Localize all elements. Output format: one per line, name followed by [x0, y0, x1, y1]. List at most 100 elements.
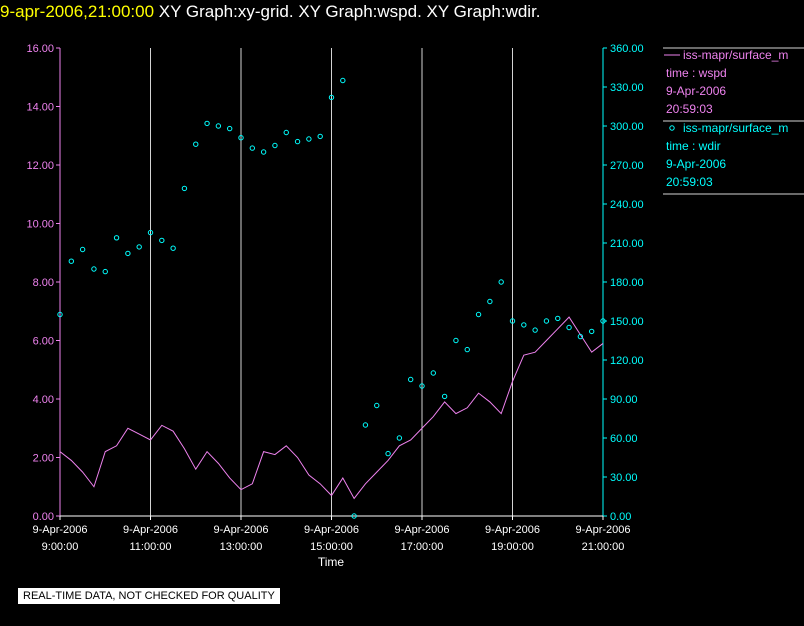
x-tick-label-time: 19:00:00 — [491, 541, 534, 553]
data-point-wdir — [125, 250, 131, 257]
data-point-wdir — [351, 513, 357, 519]
y-left-tick-label: 16.00 — [26, 43, 54, 55]
data-point-wdir — [362, 422, 369, 428]
data-point-wdir — [283, 129, 289, 136]
data-point-wdir — [555, 315, 561, 322]
y-left-tick-label: 12.00 — [26, 160, 54, 172]
data-point-wdir — [475, 311, 482, 318]
data-point-wdir — [374, 402, 380, 409]
data-point-wdir — [113, 235, 120, 241]
data-point-wdir — [441, 393, 448, 400]
y-right-tick-label: 30.00 — [610, 472, 638, 484]
legend-text-wdir: iss-mapr/surface_m — [683, 121, 788, 135]
data-point-wdir — [306, 136, 312, 142]
title-graph-list: XY Graph:xy-grid. XY Graph:wspd. XY Grap… — [158, 2, 541, 21]
y-right-tick-label: 120.00 — [610, 355, 644, 367]
data-point-wdir — [464, 346, 470, 353]
data-point-wdir — [91, 266, 97, 272]
data-point-wdir — [272, 142, 278, 149]
data-point-wdir — [487, 298, 493, 305]
y-left-tick-label: 8.00 — [33, 277, 54, 289]
data-point-wdir — [385, 450, 391, 457]
data-point-wdir — [204, 120, 210, 127]
data-point-wdir — [57, 311, 63, 318]
data-point-wdir — [79, 246, 86, 253]
data-point-wdir — [317, 133, 323, 140]
x-tick-label-date: 9-Apr-2006 — [485, 524, 540, 536]
data-point-wdir — [170, 245, 176, 251]
series-line-wspd — [59, 316, 604, 500]
x-tick-label-date: 9-Apr-2006 — [123, 524, 178, 536]
y-right-tick-label: 300.00 — [610, 121, 644, 133]
x-tick-label-date: 9-Apr-2006 — [304, 524, 359, 536]
data-point-wdir — [102, 268, 108, 275]
y-left-tick-label: 10.00 — [26, 219, 54, 231]
y-right-tick-label: 60.00 — [610, 433, 638, 445]
legend-text-wdir: 20:59:03 — [666, 175, 713, 189]
y-left-tick-label: 0.00 — [33, 511, 54, 523]
y-right-tick-label: 90.00 — [610, 394, 638, 406]
legend-text-wdir: 9-Apr-2006 — [666, 157, 726, 171]
x-tick-label-date: 9-Apr-2006 — [213, 524, 268, 536]
series-area — [57, 77, 606, 519]
data-point-wdir — [532, 327, 538, 333]
y-right-tick-label: 240.00 — [610, 199, 644, 211]
data-point-wdir — [509, 318, 516, 324]
y-right-tick-label: 210.00 — [610, 238, 644, 250]
data-point-wdir — [396, 435, 403, 441]
data-point-wdir — [340, 77, 346, 84]
y-left-tick-label: 14.00 — [26, 102, 54, 114]
y-right-tick-label: 270.00 — [610, 160, 644, 172]
data-point-wdir — [226, 125, 233, 132]
y-left-tick-label: 4.00 — [33, 394, 54, 406]
data-point-wdir — [260, 149, 267, 155]
legend-text-wspd: 9-Apr-2006 — [666, 84, 726, 98]
x-tick-label-date: 9-Apr-2006 — [575, 524, 630, 536]
data-point-wdir — [238, 135, 244, 141]
data-point-wdir — [294, 138, 301, 145]
x-tick-label-date: 9-Apr-2006 — [394, 524, 449, 536]
x-tick-label-time: 11:00:00 — [129, 541, 171, 553]
legend-text-wspd: iss-mapr/surface_m — [683, 48, 788, 62]
y-right-tick-label: 150.00 — [610, 316, 644, 328]
legend-text-wdir: time : wdir — [666, 139, 721, 153]
data-point-wdir — [577, 333, 584, 340]
x-tick-label-time: 13:00:00 — [220, 541, 263, 553]
data-point-wdir — [588, 328, 595, 335]
grid-lines — [150, 48, 513, 516]
y-right-tick-label: 330.00 — [610, 82, 644, 94]
quality-disclaimer: REAL-TIME DATA, NOT CHECKED FOR QUALITY — [18, 588, 280, 604]
data-point-wdir — [215, 123, 222, 129]
window-title: 9-apr-2006,21:00:00 XY Graph:xy-grid. XY… — [0, 2, 804, 26]
y-right-tick-label: 180.00 — [610, 277, 644, 289]
data-point-wdir — [453, 337, 459, 344]
legend-swatch-wdir — [669, 125, 675, 131]
data-point-wdir — [600, 318, 606, 324]
legend-text-wspd: 20:59:03 — [666, 102, 713, 116]
y-left-tick-label: 2.00 — [33, 453, 54, 465]
y-right-tick-label: 360.00 — [610, 43, 644, 55]
data-point-wdir — [159, 237, 165, 244]
title-timestamp: 9-apr-2006,21:00:00 — [0, 2, 155, 21]
data-point-wdir — [521, 322, 527, 328]
y-left-tick-label: 6.00 — [33, 336, 54, 348]
data-point-wdir — [147, 229, 154, 236]
data-point-wdir — [136, 244, 142, 250]
data-point-wdir — [419, 383, 425, 389]
y-right-tick-label: 0.00 — [610, 511, 631, 523]
data-point-wdir — [68, 258, 75, 264]
data-point-wdir — [430, 370, 437, 376]
data-point-wdir — [543, 318, 550, 324]
data-point-wdir — [498, 279, 504, 285]
data-point-wdir — [193, 141, 199, 147]
x-tick-label-time: 17:00:00 — [401, 541, 444, 553]
x-tick-label-time: 15:00:00 — [310, 541, 353, 553]
data-point-wdir — [181, 185, 188, 192]
axes: 0.00 2.00 4.00 6.00 8.00 10.00 12.00 14.00 16.00… — [26, 43, 643, 553]
data-point-wdir — [328, 94, 335, 101]
x-tick-label-time: 21:00:00 — [582, 541, 625, 553]
data-point-wdir — [249, 145, 256, 151]
data-point-wdir — [566, 324, 572, 331]
